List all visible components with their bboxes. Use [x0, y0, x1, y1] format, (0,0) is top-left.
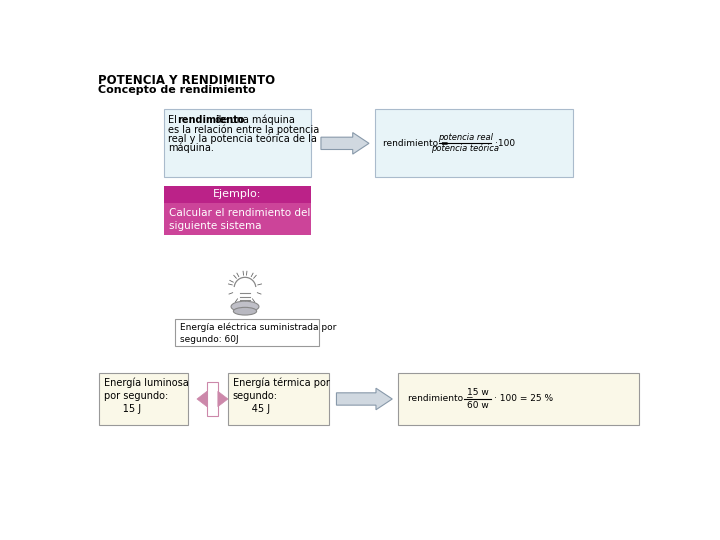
- Text: Ejemplo:: Ejemplo:: [213, 189, 261, 199]
- Text: potencia teórica: potencia teórica: [431, 144, 499, 153]
- FancyBboxPatch shape: [398, 373, 639, 425]
- Polygon shape: [336, 388, 392, 410]
- Text: es la relación entre la potencia: es la relación entre la potencia: [168, 124, 320, 134]
- FancyBboxPatch shape: [175, 319, 319, 346]
- FancyBboxPatch shape: [163, 110, 311, 177]
- FancyBboxPatch shape: [228, 373, 329, 425]
- Text: de una máquina: de una máquina: [212, 115, 295, 125]
- Text: máquina.: máquina.: [168, 143, 214, 153]
- Polygon shape: [321, 132, 369, 154]
- Text: rendimiento =: rendimiento =: [408, 395, 476, 403]
- Text: rendimiento =: rendimiento =: [383, 139, 451, 148]
- FancyBboxPatch shape: [375, 110, 573, 177]
- Text: real y la potencia teórica de la: real y la potencia teórica de la: [168, 133, 317, 144]
- Text: Calcular el rendimiento del
siguiente sistema: Calcular el rendimiento del siguiente si…: [169, 208, 310, 231]
- Text: Energía luminosa
por segundo:
      15 J: Energía luminosa por segundo: 15 J: [104, 377, 189, 414]
- Ellipse shape: [233, 307, 256, 315]
- Text: ·100: ·100: [495, 139, 515, 148]
- Text: rendimiento: rendimiento: [177, 115, 244, 125]
- Text: Concepto de rendimiento: Concepto de rendimiento: [98, 85, 256, 95]
- Text: Energía térmica por
segundo:
      45 J: Energía térmica por segundo: 45 J: [233, 377, 330, 414]
- Text: 15 w: 15 w: [467, 388, 488, 397]
- Polygon shape: [218, 392, 228, 407]
- Text: · 100 = 25 %: · 100 = 25 %: [494, 395, 553, 403]
- FancyBboxPatch shape: [99, 373, 189, 425]
- Text: El: El: [168, 115, 180, 125]
- Text: Energía eléctrica suministrada por
segundo: 60J: Energía eléctrica suministrada por segun…: [180, 323, 336, 344]
- FancyBboxPatch shape: [207, 382, 218, 416]
- Text: potencia real: potencia real: [438, 133, 492, 143]
- Ellipse shape: [231, 301, 259, 312]
- FancyBboxPatch shape: [163, 202, 311, 235]
- FancyBboxPatch shape: [163, 186, 311, 202]
- Text: POTENCIA Y RENDIMIENTO: POTENCIA Y RENDIMIENTO: [98, 74, 275, 87]
- Polygon shape: [197, 392, 207, 407]
- Text: 60 w: 60 w: [467, 401, 488, 410]
